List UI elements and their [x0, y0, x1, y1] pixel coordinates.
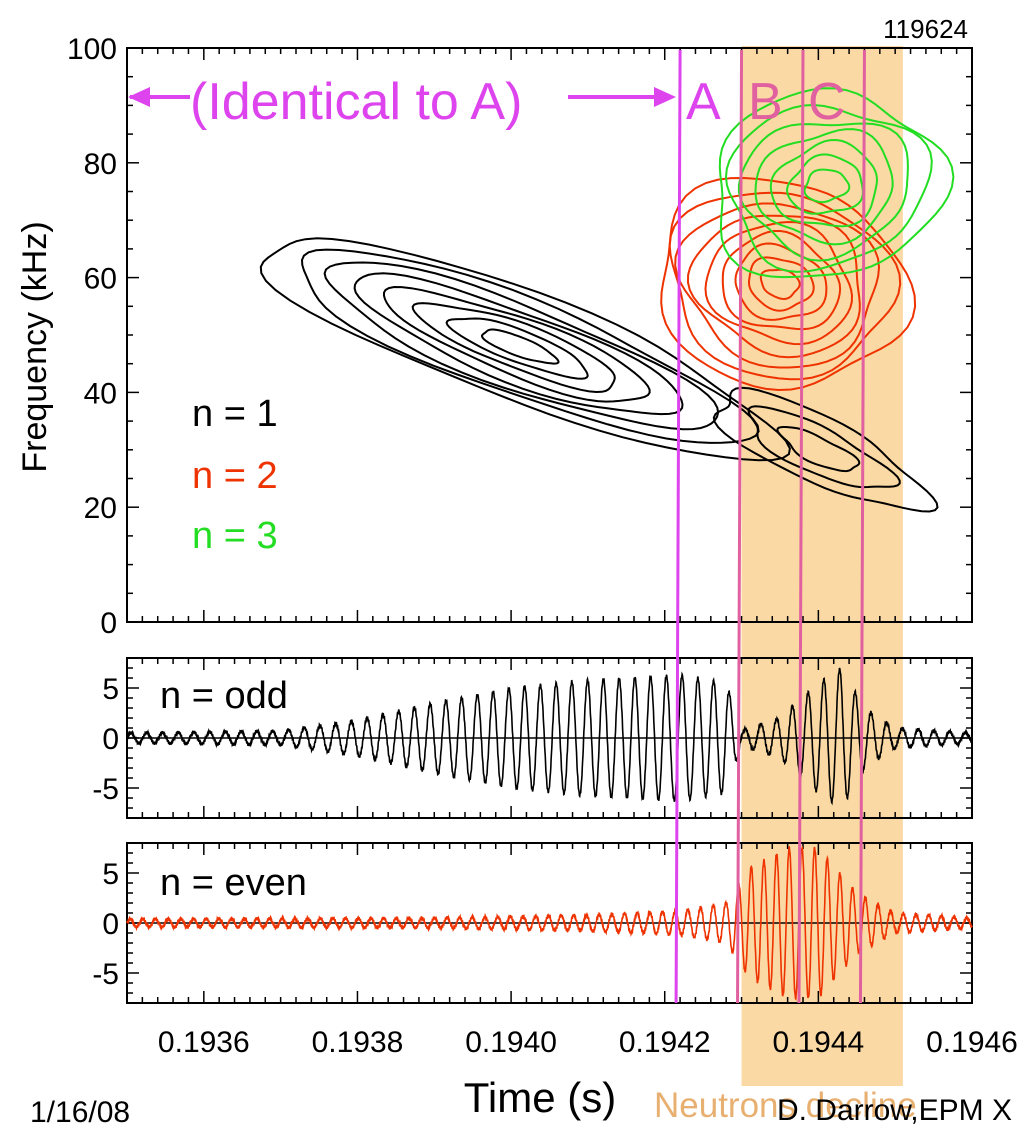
contour-n1-tail: [747, 405, 901, 489]
x-tick-label: 0.1944: [772, 1026, 864, 1059]
neutrons-decline-label: Neutrons decline: [654, 1086, 917, 1125]
y-tick-label: -5: [92, 773, 119, 806]
contour-n2: [704, 220, 854, 346]
marker-line-a: [674, 49, 682, 1004]
odd-panel-title: n = odd: [160, 675, 288, 717]
contour-n3: [754, 128, 894, 246]
contour-n1-tail: [776, 426, 861, 473]
contour-n3: [724, 103, 933, 273]
identical-annotation: (Identical to A): [128, 73, 676, 131]
x-axis-label: Time (s): [464, 1074, 616, 1121]
waveforms: [126, 667, 973, 1001]
y-tick-label: 20: [84, 492, 117, 525]
contour-n1: [411, 302, 616, 394]
marker-line-b: [736, 49, 744, 1004]
date-label: 1/16/08: [30, 1096, 130, 1128]
contour-n1: [445, 317, 589, 380]
y-tick-label: 5: [102, 858, 119, 891]
tick-labels: 0 20 40 60 80 100 5 0 -5 5 0 -5 0.1936 0.1938 0.1940 0.…: [67, 33, 1017, 1059]
y-tick-label: 80: [84, 148, 117, 181]
y-tick-label: 0: [102, 908, 119, 941]
n-odd-waveform: [126, 667, 973, 806]
contour-n3: [769, 138, 878, 228]
contour-n1: [259, 237, 791, 462]
contour-n1: [300, 248, 760, 444]
marker-lines: [674, 49, 866, 1004]
x-tick-label: 0.1936: [158, 1026, 250, 1059]
x-tick-label: 0.1946: [926, 1026, 1017, 1059]
contour-n1: [353, 272, 684, 416]
contour-n1: [480, 328, 560, 365]
shot-number: 119624: [883, 14, 968, 44]
axis-ticks: [126, 47, 973, 1004]
spectrogram-contours: [259, 87, 955, 513]
legend-n3: n = 3: [192, 515, 278, 557]
marker-line-end: [858, 49, 866, 1004]
y-tick-label: 40: [84, 377, 117, 410]
contour-n1: [383, 285, 651, 403]
n-even-waveform: [126, 845, 973, 1001]
y-tick-label: 0: [100, 607, 117, 640]
y-tick-label: 5: [102, 673, 119, 706]
y-tick-label: 0: [102, 723, 119, 756]
marker-label-c: C: [808, 73, 846, 131]
even-panel-title: n = even: [160, 862, 307, 904]
contour-n2: [686, 214, 861, 359]
contour-n2: [759, 268, 801, 301]
y-tick-label: 60: [84, 263, 117, 296]
x-tick-label: 0.1938: [312, 1026, 404, 1059]
identical-label: (Identical to A): [190, 73, 522, 131]
legend-n1: n = 1: [192, 393, 278, 435]
contour-n1: [323, 261, 720, 431]
contour-n1-tail: [712, 386, 939, 513]
contour-n2: [721, 230, 842, 331]
marker-label-a: A: [686, 73, 721, 131]
y-axis-label: Frequency (kHz): [16, 221, 54, 472]
contour-n3: [803, 168, 851, 204]
marker-label-b: B: [748, 73, 783, 131]
contour-n3: [786, 153, 864, 215]
contour-n3: [718, 87, 955, 279]
credit-label: D. Darrow,EPM X: [777, 1094, 1012, 1127]
y-tick-label: 100: [67, 33, 117, 66]
x-tick-label: 0.1942: [619, 1026, 711, 1059]
marker-line-c: [797, 49, 805, 1004]
legend-n2: n = 2: [192, 455, 278, 497]
contour-n2: [668, 191, 902, 381]
y-tick-label: -5: [92, 958, 119, 991]
contour-n2: [660, 176, 917, 392]
x-tick-label: 0.1940: [465, 1026, 557, 1059]
